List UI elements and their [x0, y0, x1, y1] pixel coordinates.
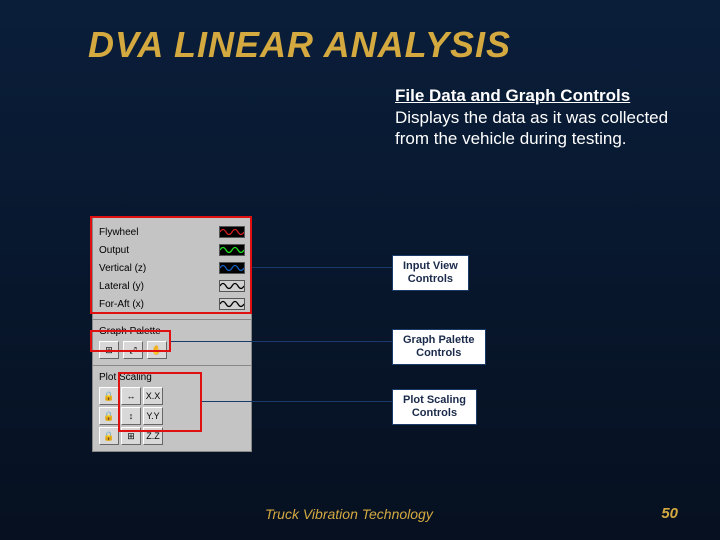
- controls-panel: Flywheel Output Vertical (z) Lateral (y) For…: [92, 216, 252, 452]
- wave-icon[interactable]: [219, 262, 245, 274]
- scale-button[interactable]: ↔: [121, 387, 141, 405]
- wave-icon[interactable]: [219, 226, 245, 238]
- input-row-label: Vertical (z): [99, 263, 217, 274]
- subtitle-body: Displays the data as it was collected fr…: [395, 108, 673, 149]
- input-view-row[interactable]: Lateral (y): [99, 277, 245, 295]
- input-row-label: Output: [99, 245, 217, 256]
- palette-button[interactable]: ⤢: [123, 341, 143, 359]
- wave-icon[interactable]: [219, 280, 245, 292]
- plot-scaling-row: 🔒↕Y.Y: [99, 407, 245, 425]
- subtitle-heading: File Data and Graph Controls: [395, 86, 673, 106]
- page-title: DVA LINEAR ANALYSIS: [88, 24, 511, 66]
- input-row-label: For-Aft (x): [99, 299, 217, 310]
- input-view-panel: Flywheel Output Vertical (z) Lateral (y) For…: [92, 216, 252, 320]
- palette-button[interactable]: ⊞: [99, 341, 119, 359]
- callout-plot-scaling: Plot ScalingControls: [392, 389, 477, 425]
- scale-button[interactable]: ⊞: [121, 427, 141, 445]
- scale-button[interactable]: Y.Y: [143, 407, 163, 425]
- input-view-row[interactable]: Output: [99, 241, 245, 259]
- scale-button[interactable]: 🔒: [99, 427, 119, 445]
- palette-button[interactable]: ✋: [147, 341, 167, 359]
- callout-input-view: Input ViewControls: [392, 255, 469, 291]
- plot-scaling-label: Plot Scaling: [99, 372, 245, 383]
- graph-palette-label: Graph Palette: [99, 326, 245, 337]
- callout-graph-palette-text: Graph PaletteControls: [403, 334, 475, 359]
- input-view-row[interactable]: For-Aft (x): [99, 295, 245, 313]
- plot-scaling-row: 🔒⊞Z.Z: [99, 427, 245, 445]
- scale-button[interactable]: 🔒: [99, 407, 119, 425]
- page-number: 50: [661, 505, 678, 522]
- callout-plot-scaling-text: Plot ScalingControls: [403, 394, 466, 419]
- input-view-row[interactable]: Flywheel: [99, 223, 245, 241]
- callout-input-view-text: Input ViewControls: [403, 260, 458, 285]
- plot-scaling-panel: Plot Scaling 🔒↔X.X🔒↕Y.Y🔒⊞Z.Z: [92, 366, 252, 452]
- input-row-label: Lateral (y): [99, 281, 217, 292]
- scale-button[interactable]: ↕: [121, 407, 141, 425]
- wave-icon[interactable]: [219, 298, 245, 310]
- plot-scaling-row: 🔒↔X.X: [99, 387, 245, 405]
- footer-text: Truck Vibration Technology: [265, 506, 433, 522]
- scale-button[interactable]: 🔒: [99, 387, 119, 405]
- connector-plot-scaling: [202, 401, 392, 402]
- connector-graph-palette: [171, 341, 392, 342]
- plot-scaling-grid: 🔒↔X.X🔒↕Y.Y🔒⊞Z.Z: [99, 387, 245, 445]
- scale-button[interactable]: X.X: [143, 387, 163, 405]
- wave-icon[interactable]: [219, 244, 245, 256]
- graph-palette-row: ⊞⤢✋: [99, 341, 245, 359]
- graph-palette-panel: Graph Palette ⊞⤢✋: [92, 320, 252, 366]
- scale-button[interactable]: Z.Z: [143, 427, 163, 445]
- input-view-row[interactable]: Vertical (z): [99, 259, 245, 277]
- callout-graph-palette: Graph PaletteControls: [392, 329, 486, 365]
- subtitle-block: File Data and Graph Controls Displays th…: [395, 86, 673, 149]
- input-row-label: Flywheel: [99, 227, 217, 238]
- connector-input-view: [252, 267, 392, 268]
